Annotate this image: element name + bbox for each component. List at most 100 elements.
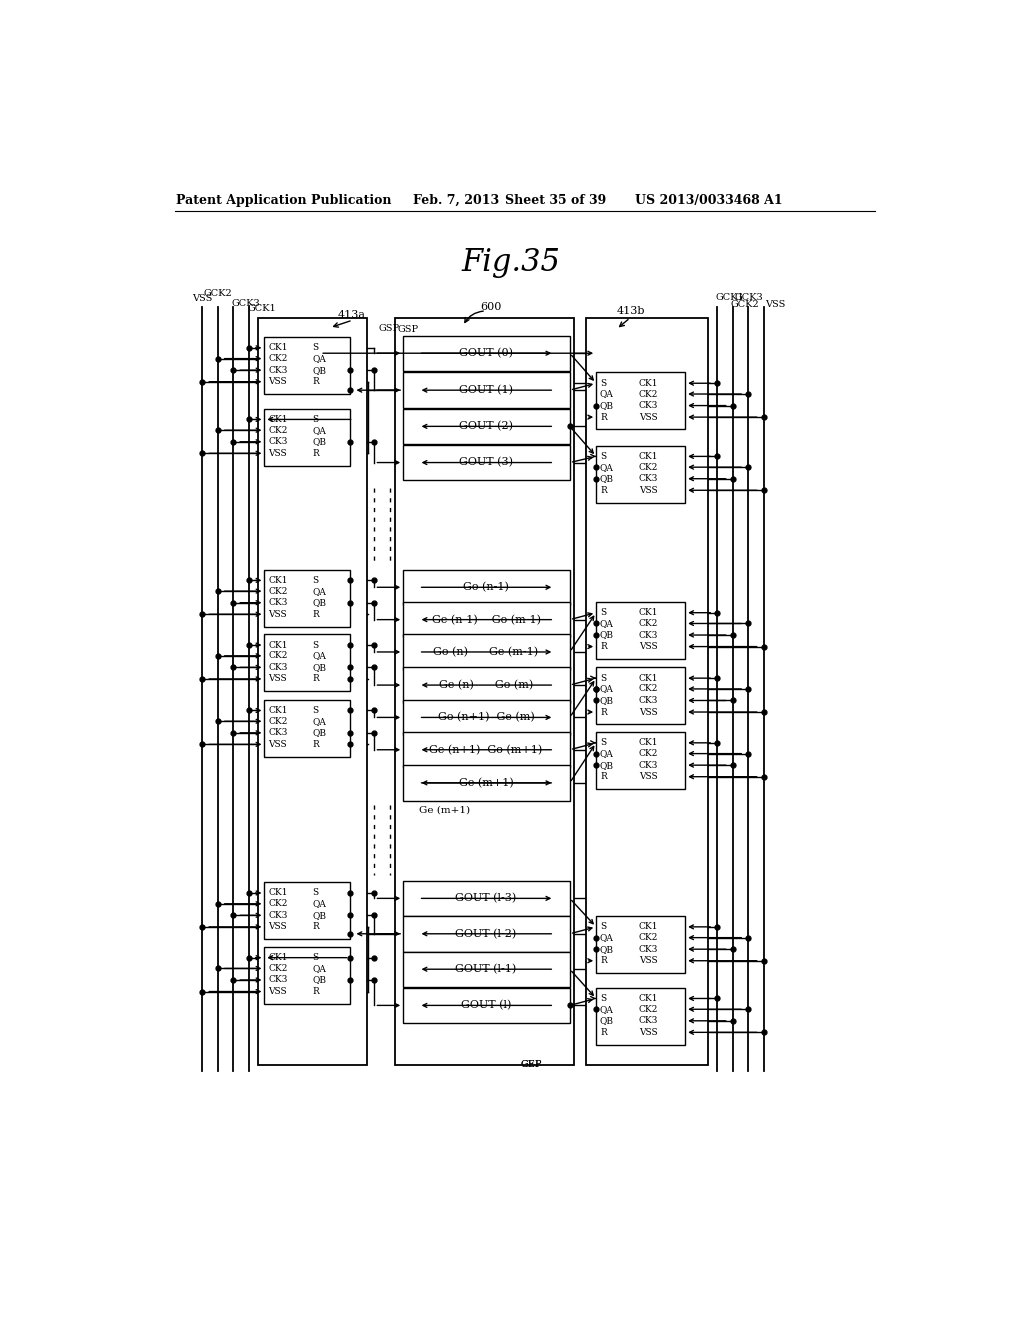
Text: QB: QB [312, 911, 327, 920]
Text: S: S [600, 379, 606, 388]
Text: CK3: CK3 [268, 598, 288, 607]
Text: S: S [312, 953, 318, 962]
Text: GCK3: GCK3 [734, 293, 763, 301]
Text: Sheet 35 of 39: Sheet 35 of 39 [506, 194, 606, 207]
Text: S: S [312, 576, 318, 585]
Text: CK2: CK2 [639, 1005, 658, 1014]
Text: S: S [312, 640, 318, 649]
Text: QA: QA [600, 685, 613, 693]
Text: GOUT (l-3): GOUT (l-3) [456, 894, 517, 903]
Text: Ge (n)      Go (m): Ge (n) Go (m) [439, 680, 534, 690]
Text: QB: QB [312, 729, 327, 738]
Text: CK2: CK2 [639, 463, 658, 471]
Text: CK2: CK2 [639, 750, 658, 758]
Text: QA: QA [312, 586, 327, 595]
Text: Ge (m+1): Ge (m+1) [459, 777, 513, 788]
Text: S: S [312, 706, 318, 715]
Text: S: S [600, 994, 606, 1003]
Text: QB: QB [600, 631, 614, 639]
Bar [403, 602, 569, 638]
Bar [264, 946, 349, 1003]
Text: QA: QA [312, 354, 327, 363]
Text: GOUT (0): GOUT (0) [459, 348, 513, 358]
Text: CK1: CK1 [639, 738, 658, 747]
Text: S: S [600, 609, 606, 618]
Text: QA: QA [600, 619, 613, 628]
Text: R: R [600, 486, 607, 495]
Text: QB: QB [600, 1016, 614, 1026]
Text: QB: QB [600, 401, 614, 411]
Text: R: R [600, 642, 607, 651]
Text: GOUT (2): GOUT (2) [459, 421, 513, 432]
Text: GCK1: GCK1 [716, 293, 744, 301]
Text: GOUT (l-2): GOUT (l-2) [456, 929, 517, 939]
Text: CK1: CK1 [639, 923, 658, 932]
Text: S: S [600, 738, 606, 747]
Bar [264, 337, 349, 395]
Text: QA: QA [600, 933, 613, 942]
Text: R: R [312, 741, 319, 748]
Text: QA: QA [312, 964, 327, 973]
Bar [403, 335, 569, 371]
Text: GEP: GEP [521, 1060, 543, 1069]
Bar [596, 602, 685, 659]
Bar [264, 882, 349, 940]
Text: CK2: CK2 [268, 354, 288, 363]
Text: Patent Application Publication: Patent Application Publication [176, 194, 391, 207]
Bar [264, 409, 349, 466]
Text: GOUT (l-1): GOUT (l-1) [456, 964, 517, 974]
Text: CK1: CK1 [268, 640, 288, 649]
Text: CK3: CK3 [639, 945, 658, 953]
Text: CK1: CK1 [639, 673, 658, 682]
Text: S: S [312, 343, 318, 352]
Text: R: R [600, 708, 607, 717]
Bar [403, 668, 569, 702]
Text: 600: 600 [480, 302, 502, 312]
Text: R: R [312, 449, 319, 458]
Text: CK1: CK1 [639, 379, 658, 388]
Text: GSP: GSP [378, 325, 399, 333]
Text: CK3: CK3 [639, 474, 658, 483]
Text: 413a: 413a [337, 310, 366, 319]
Text: VSS: VSS [268, 741, 287, 748]
Text: Go (n+1)  Ge (m): Go (n+1) Ge (m) [437, 713, 535, 722]
Text: R: R [600, 956, 607, 965]
Text: VSS: VSS [639, 1028, 657, 1036]
Bar [403, 733, 569, 767]
Text: Ge (n+1)  Go (m+1): Ge (n+1) Go (m+1) [429, 744, 543, 755]
Text: R: R [312, 987, 319, 997]
Text: CK2: CK2 [639, 619, 658, 628]
Text: VSS: VSS [193, 294, 213, 304]
Text: CK3: CK3 [639, 631, 658, 639]
Bar [395, 318, 573, 1065]
Text: VSS: VSS [268, 610, 287, 619]
Text: QB: QB [312, 663, 327, 672]
Text: R: R [312, 378, 319, 387]
Bar [258, 318, 367, 1065]
Text: GOUT (3): GOUT (3) [459, 458, 513, 467]
Bar [264, 700, 349, 756]
Text: S: S [312, 414, 318, 424]
Text: GCK1: GCK1 [248, 304, 276, 313]
Bar [403, 409, 569, 444]
Text: S: S [600, 451, 606, 461]
Text: CK2: CK2 [268, 964, 288, 973]
Text: CK3: CK3 [268, 437, 288, 446]
Text: CK3: CK3 [639, 760, 658, 770]
Text: Feb. 7, 2013: Feb. 7, 2013 [414, 194, 500, 207]
Text: R: R [600, 772, 607, 781]
Bar [403, 952, 569, 987]
Text: GOUT (l): GOUT (l) [461, 1001, 511, 1011]
Bar [596, 372, 685, 429]
Text: VSS: VSS [765, 300, 785, 309]
Text: CK1: CK1 [268, 706, 288, 715]
Text: CK3: CK3 [268, 366, 288, 375]
Bar [596, 668, 685, 725]
Bar [403, 445, 569, 480]
Bar [403, 635, 569, 669]
Text: QB: QB [312, 437, 327, 446]
Bar [264, 635, 349, 692]
Text: CK1: CK1 [268, 343, 288, 352]
Text: QB: QB [312, 975, 327, 985]
Bar [403, 700, 569, 735]
